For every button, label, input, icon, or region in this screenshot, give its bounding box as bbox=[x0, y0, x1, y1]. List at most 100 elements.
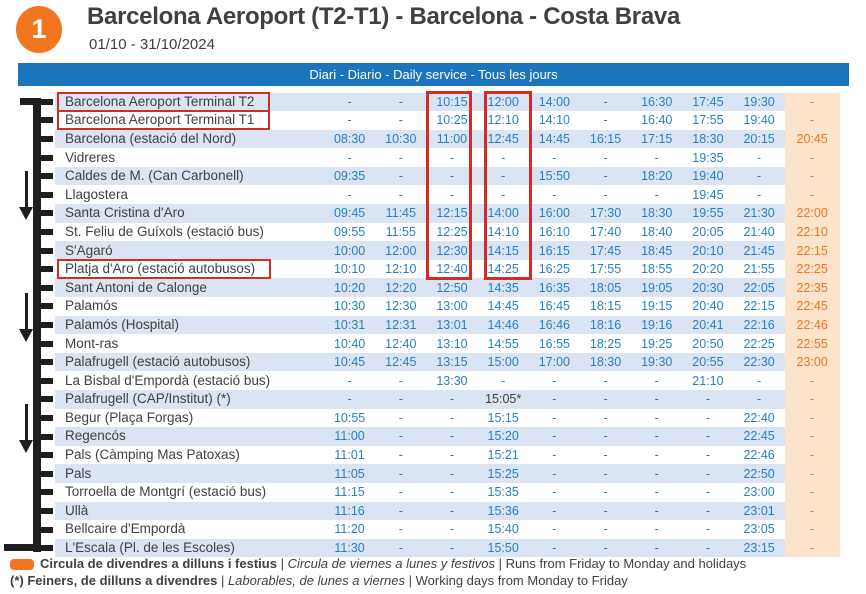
no-service-dash: - bbox=[552, 187, 557, 202]
no-service-dash: - bbox=[784, 520, 840, 539]
page-title: Barcelona Aeroport (T2-T1) - Barcelona -… bbox=[87, 3, 680, 30]
table-row: Llagostera - - - - - - - 19:45 - - bbox=[55, 185, 840, 205]
stop-name-cell: Santa Cristina d'Aro bbox=[55, 203, 324, 223]
direction-arrow-icon bbox=[19, 207, 33, 220]
timeline-stop-tick bbox=[40, 98, 53, 105]
departure-time: 13:00 bbox=[436, 299, 468, 314]
departure-time: 10:40 bbox=[333, 336, 366, 351]
no-service-dash: - bbox=[654, 150, 659, 165]
departure-time: 16:35 bbox=[538, 280, 570, 295]
departure-time: 08:30 bbox=[333, 131, 366, 146]
table-row: Palamós 10:30 12:30 13:00 14:45 16:45 18:15 19… bbox=[55, 297, 840, 316]
timeline-stop-tick bbox=[40, 415, 53, 421]
legend2-catalan: (*) Feiners, de dilluns a divendres bbox=[10, 573, 218, 588]
no-service-dash: - bbox=[552, 541, 557, 556]
stop-name: Begur (Plaça Forgas) bbox=[65, 409, 194, 425]
no-service-dash: - bbox=[449, 448, 455, 463]
table-row: Pals (Càmping Mas Patoxas) 11:01 - - 15:21 -… bbox=[55, 445, 840, 465]
timeline-stop-tick bbox=[40, 396, 53, 403]
no-service-dash: - bbox=[705, 466, 710, 481]
stop-name: Platja d'Aro (estació autobusos) bbox=[57, 259, 272, 280]
departure-time: 13:10 bbox=[436, 336, 468, 351]
stop-name: Pals bbox=[65, 465, 92, 481]
departure-time: 16:30 bbox=[641, 94, 673, 109]
stop-name: L'Escala (Pl. de les Escoles) bbox=[65, 540, 235, 556]
departure-time: 12:25 bbox=[436, 224, 468, 239]
departure-time: 11:20 bbox=[334, 522, 365, 537]
departure-time: 13:30 bbox=[436, 373, 468, 388]
departure-time: 21:55 bbox=[743, 262, 775, 277]
departure-time: 23:00 bbox=[784, 352, 840, 372]
departure-time: 18:55 bbox=[641, 262, 673, 277]
stop-name: Caldes de M. (Can Carbonell) bbox=[65, 168, 244, 184]
departure-time: 12:40 bbox=[385, 336, 417, 351]
no-service-dash: - bbox=[398, 94, 403, 109]
no-service-dash: - bbox=[705, 541, 710, 556]
departure-time: 17:15 bbox=[641, 131, 673, 146]
stop-name: Ullà bbox=[65, 502, 89, 518]
stop-name-cell: Llagostera bbox=[55, 185, 324, 205]
departure-time: 18:45 bbox=[641, 243, 673, 258]
no-service-dash: - bbox=[705, 485, 710, 500]
departure-time: 22:45 bbox=[743, 429, 775, 444]
no-service-dash: - bbox=[654, 541, 659, 556]
direction-arrow-icon bbox=[19, 329, 33, 342]
legend2-english: Working days from Monday to Friday bbox=[415, 573, 628, 588]
no-service-dash: - bbox=[347, 392, 352, 407]
no-service-dash: - bbox=[449, 410, 455, 425]
departure-time: 16:15 bbox=[538, 243, 570, 258]
no-service-dash: - bbox=[784, 482, 840, 502]
no-service-dash: - bbox=[398, 541, 403, 556]
stop-name: Barcelona Aeroport Terminal T2 bbox=[57, 91, 271, 112]
departure-time: 19:25 bbox=[641, 336, 673, 351]
no-service-dash: - bbox=[501, 150, 506, 165]
service-banner: Diari - Diario - Daily service - Tous le… bbox=[18, 63, 849, 86]
stop-name-cell: St. Feliu de Guíxols (estació bus) bbox=[55, 222, 324, 242]
no-service-dash: - bbox=[705, 503, 710, 518]
departure-time: 19:45 bbox=[692, 187, 724, 202]
departure-time: 18:05 bbox=[589, 280, 622, 295]
stop-name: Torroella de Montgrí (estació bus) bbox=[65, 484, 267, 500]
no-service-dash: - bbox=[784, 92, 840, 112]
departure-time: 09:35 bbox=[333, 169, 366, 184]
no-service-dash: - bbox=[552, 503, 557, 518]
departure-time: 11:05 bbox=[334, 466, 365, 481]
legend1-spanish: Circula de viernes a lunes y festivos bbox=[287, 556, 495, 571]
no-service-dash: - bbox=[654, 485, 659, 500]
timeline-stop-tick bbox=[40, 154, 53, 161]
no-service-dash: - bbox=[398, 150, 403, 165]
departure-time: 14:10 bbox=[487, 224, 519, 239]
no-service-dash: - bbox=[552, 410, 557, 425]
timeline-start-cap bbox=[20, 98, 41, 105]
no-service-dash: - bbox=[705, 410, 710, 425]
stop-name-cell: Palafrugell (CAP/Institut) (*) bbox=[55, 389, 324, 409]
departure-time: 15:25 bbox=[487, 466, 519, 481]
stop-name-cell: Pals (Càmping Mas Patoxas) bbox=[55, 445, 324, 465]
departure-time: 14:25 bbox=[487, 262, 519, 277]
no-service-dash: - bbox=[757, 187, 762, 202]
stop-name-cell: Vidreres bbox=[55, 148, 324, 168]
timeline-stop-tick bbox=[40, 191, 53, 198]
departure-time: 15:15 bbox=[487, 410, 519, 425]
stop-name: Mont-ras bbox=[65, 335, 119, 351]
stop-name: Bellcaire d'Empordà bbox=[65, 521, 186, 537]
departure-time: 15:00 bbox=[487, 355, 519, 370]
no-service-dash: - bbox=[654, 392, 659, 407]
stop-name: Palamós (Hospital) bbox=[65, 316, 180, 332]
no-service-dash: - bbox=[398, 373, 403, 388]
stop-name: La Bisbal d'Empordà (estació bus) bbox=[65, 372, 271, 388]
no-service-dash: - bbox=[398, 485, 403, 500]
no-service-dash: - bbox=[784, 390, 840, 409]
timeline-stop-tick bbox=[40, 526, 53, 533]
departure-time: 15:40 bbox=[487, 522, 519, 537]
no-service-dash: - bbox=[449, 503, 455, 518]
no-service-dash: - bbox=[603, 466, 608, 481]
timeline-stop-tick bbox=[40, 173, 53, 180]
highlight-box-column-3 bbox=[426, 90, 472, 280]
departure-time: 12:45 bbox=[487, 131, 519, 146]
stop-name-cell: S'Agaró bbox=[55, 241, 324, 261]
timeline-stop-tick bbox=[40, 452, 53, 459]
departure-time: 17:40 bbox=[589, 224, 622, 239]
departure-time: 10:30 bbox=[333, 299, 366, 314]
departure-time: 11:16 bbox=[334, 503, 365, 518]
